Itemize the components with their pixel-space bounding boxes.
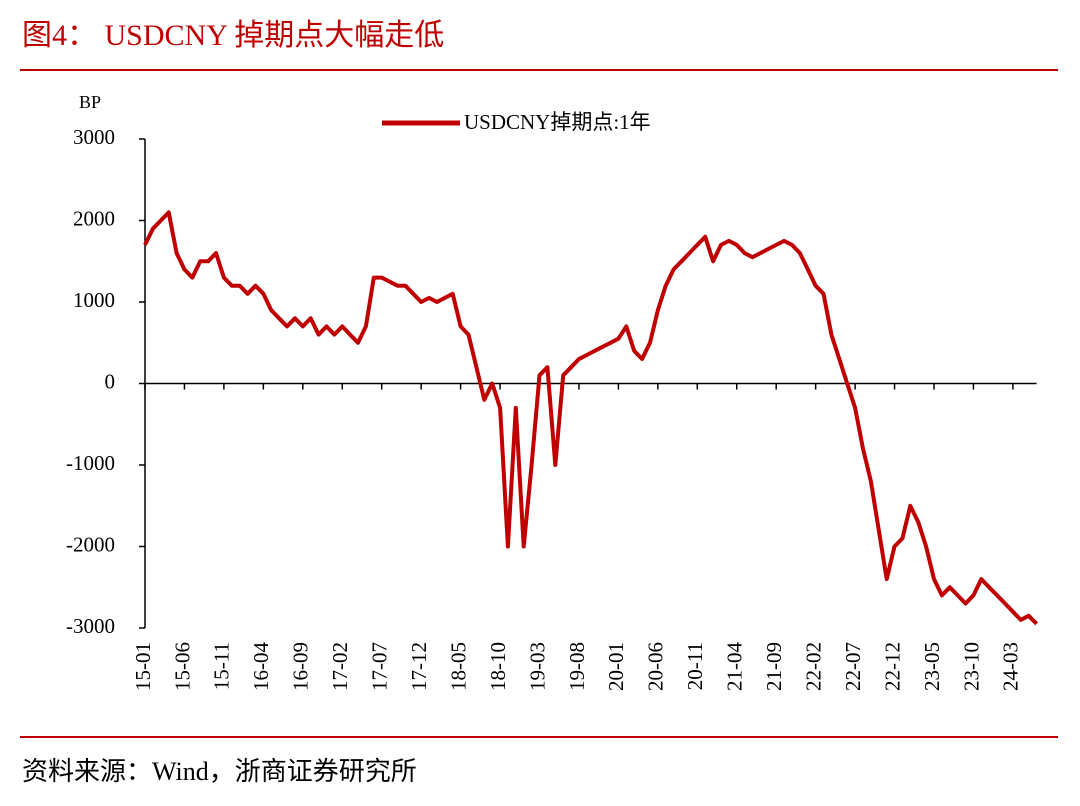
y-tick-label: 3000 (73, 125, 115, 149)
x-tick-label: 19-03 (525, 642, 549, 691)
x-tick-label: 15-11 (210, 642, 234, 690)
x-tick-label: 16-09 (289, 642, 313, 691)
x-tick-label: 18-05 (446, 642, 470, 691)
x-tick-label: 17-02 (328, 642, 352, 691)
x-tick-label: 22-02 (801, 642, 825, 691)
x-tick-label: 17-07 (368, 642, 392, 691)
x-tick-label: 24-03 (999, 642, 1023, 691)
x-tick-label: 20-11 (683, 642, 707, 690)
x-tick-label: 19-08 (565, 642, 589, 691)
y-tick-label: 0 (105, 369, 116, 393)
x-tick-label: 22-07 (841, 642, 865, 691)
x-tick-label: 20-06 (644, 642, 668, 691)
y-axis-label: BP (79, 92, 101, 112)
y-tick-label: -2000 (66, 532, 115, 556)
y-tick-label: -1000 (66, 451, 115, 475)
x-tick-label: 15-06 (170, 642, 194, 691)
x-tick-label: 15-01 (131, 642, 155, 691)
chart-title: 图4： USDCNY 掉期点大幅走低 (22, 19, 444, 52)
x-tick-label: 23-10 (959, 642, 983, 691)
x-tick-label: 17-12 (407, 642, 431, 691)
y-tick-label: 2000 (73, 206, 115, 230)
x-tick-label: 23-05 (920, 642, 944, 691)
x-tick-label: 21-04 (723, 642, 747, 691)
y-tick-label: 1000 (73, 288, 115, 312)
x-tick-label: 18-10 (486, 642, 510, 691)
legend-label: USDCNY掉期点:1年 (464, 110, 651, 134)
series-line (143, 210, 1039, 626)
source: 资料来源：Wind，浙商证券研究所 (22, 757, 417, 786)
y-tick-label: -3000 (66, 614, 115, 638)
x-tick-label: 21-09 (762, 642, 786, 691)
x-tick-label: 16-04 (249, 642, 273, 691)
x-tick-label: 22-12 (880, 642, 904, 691)
x-tick-label: 20-01 (604, 642, 628, 691)
